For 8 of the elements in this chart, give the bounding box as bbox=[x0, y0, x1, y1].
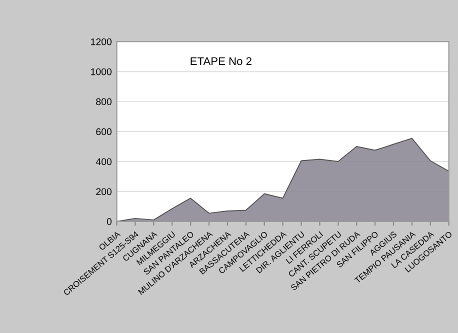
y-tick-label: 1200 bbox=[91, 38, 112, 46]
y-tick-label: 200 bbox=[96, 188, 112, 196]
y-tick-label: 1000 bbox=[91, 68, 112, 76]
y-tick-label: 400 bbox=[96, 158, 112, 166]
y-tick-label: 800 bbox=[96, 98, 112, 106]
text: ETAPE No 2 bbox=[190, 57, 252, 66]
y-tick-label: 600 bbox=[96, 128, 112, 136]
y-tick-label: 0 bbox=[106, 218, 112, 226]
